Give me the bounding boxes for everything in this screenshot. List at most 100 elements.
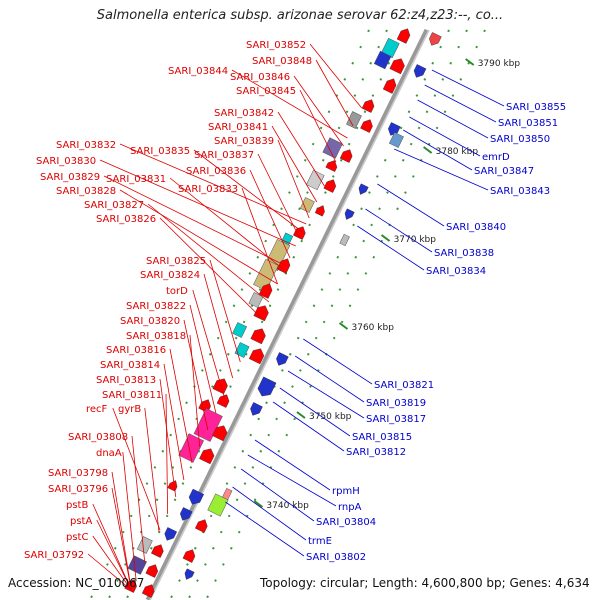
left-gene-label: SARI_03848 [252,56,312,67]
gene-feature-18 [299,197,315,213]
gene-feature-49 [194,519,208,533]
right-gene-label: SARI_03847 [474,166,534,177]
gene-arrow [314,205,325,217]
right-label-leader [365,208,433,253]
right-gene-label: SARI_03821 [374,380,434,391]
gene-feature-55 [145,564,159,578]
left-gene-label: SARI_03792 [24,550,84,561]
gene-block [232,322,248,338]
left-gene-label: SARI_03811 [102,390,162,401]
kbp-tick [380,234,391,242]
left-gene-label: pstB [66,500,88,511]
right-label-leader [254,439,331,491]
gene-block [339,233,350,247]
gene-arrow [250,402,263,416]
right-label-leader [409,116,481,157]
left-gene-label: SARI_03825 [146,256,206,267]
left-gene-label: SARI_03822 [126,301,186,312]
gene-block [248,292,264,308]
left-label-leader [315,59,354,127]
gene-feature-35 [212,378,228,395]
left-gene-label: SARI_03798 [48,468,108,479]
right-gene-label: SARI_03812 [346,447,406,458]
kbp-tick-label: 3770 kbp [394,235,437,245]
left-gene-label: dnaA [96,448,122,459]
gene-feature-29 [253,305,269,322]
gene-block [346,111,362,129]
left-gene-label: SARI_03839 [214,136,274,147]
right-gene-label: SARI_03855 [506,102,566,113]
left-gene-label: SARI_03841 [208,122,268,133]
right-gene-label: SARI_03843 [490,186,550,197]
gene-block [388,132,404,148]
gene-feature-23 [339,233,350,247]
right-label-leader [402,129,473,171]
gene-arrow [212,378,228,395]
right-label-leader [287,370,365,419]
left-gene-label: SARI_03816 [106,345,166,356]
gene-feature-37 [216,394,230,408]
kbp-tick [423,146,433,154]
kbp-tick [296,411,306,419]
right-gene-label: SARI_03815 [352,432,412,443]
gene-feature-46 [188,488,205,505]
gene-feature-34 [276,352,289,366]
right-gene-label: SARI_03802 [306,552,366,563]
left-gene-label: SARI_03844 [168,66,228,77]
left-label-leader [293,75,344,147]
right-gene-label: rpmH [332,486,360,497]
gene-feature-13 [339,149,353,163]
gene-arrow [360,119,373,133]
left-label-leader [183,319,209,431]
right-gene-label: SARI_03838 [434,248,494,259]
left-gene-label: SARI_03820 [120,316,180,327]
right-gene-label: SARI_03819 [366,398,426,409]
gene-feature-56 [184,568,195,580]
gene-feature-30 [232,322,248,338]
right-label-leader [232,486,307,541]
gene-arrow [184,568,195,580]
gene-feature-11 [388,132,404,148]
gene-arrow [325,160,338,172]
gene-feature-51 [136,536,153,554]
right-label-leader [357,225,425,271]
right-label-leader [393,148,489,191]
gene-feature-6 [382,78,397,94]
left-label-leader [192,289,225,397]
left-gene-label: SARI_03837 [194,150,254,161]
gene-arrow [276,258,291,274]
left-label-leader [163,363,185,481]
gene-arrow [429,32,442,46]
left-label-leader [169,177,285,271]
left-label-leader [144,407,160,533]
left-gene-label: SARI_03831 [106,174,166,185]
gene-block [136,536,153,554]
gene-feature-19 [314,205,325,217]
left-gene-label: SARI_03824 [140,270,200,281]
right-label-leader [377,183,445,227]
left-label-leader [99,159,296,247]
kbp-tick-label: 3790 kbp [478,59,521,69]
left-label-leader [119,143,307,225]
gene-feature-58 [141,584,155,598]
left-label-leader [169,348,193,464]
kbp-tick [253,500,264,508]
gene-feature-47 [207,493,229,517]
gene-block [322,137,343,159]
gene-feature-25 [276,258,291,274]
right-gene-label: rnpA [338,502,362,513]
left-gene-label: SARI_03818 [126,331,186,342]
left-gene-label: SARI_03829 [40,172,100,183]
gene-feature-3 [373,50,392,70]
gene-feature-12 [322,137,343,159]
left-gene-label: SARI_03835 [130,146,190,157]
gene-arrow [358,183,369,195]
gene-arrow [145,564,159,578]
left-label-leader [241,187,278,285]
left-gene-label: recF [86,404,108,415]
gene-feature-4 [389,58,405,75]
gene-arrow [253,305,269,322]
kbp-tick [465,58,475,66]
left-gene-label: SARI_03846 [230,72,290,83]
